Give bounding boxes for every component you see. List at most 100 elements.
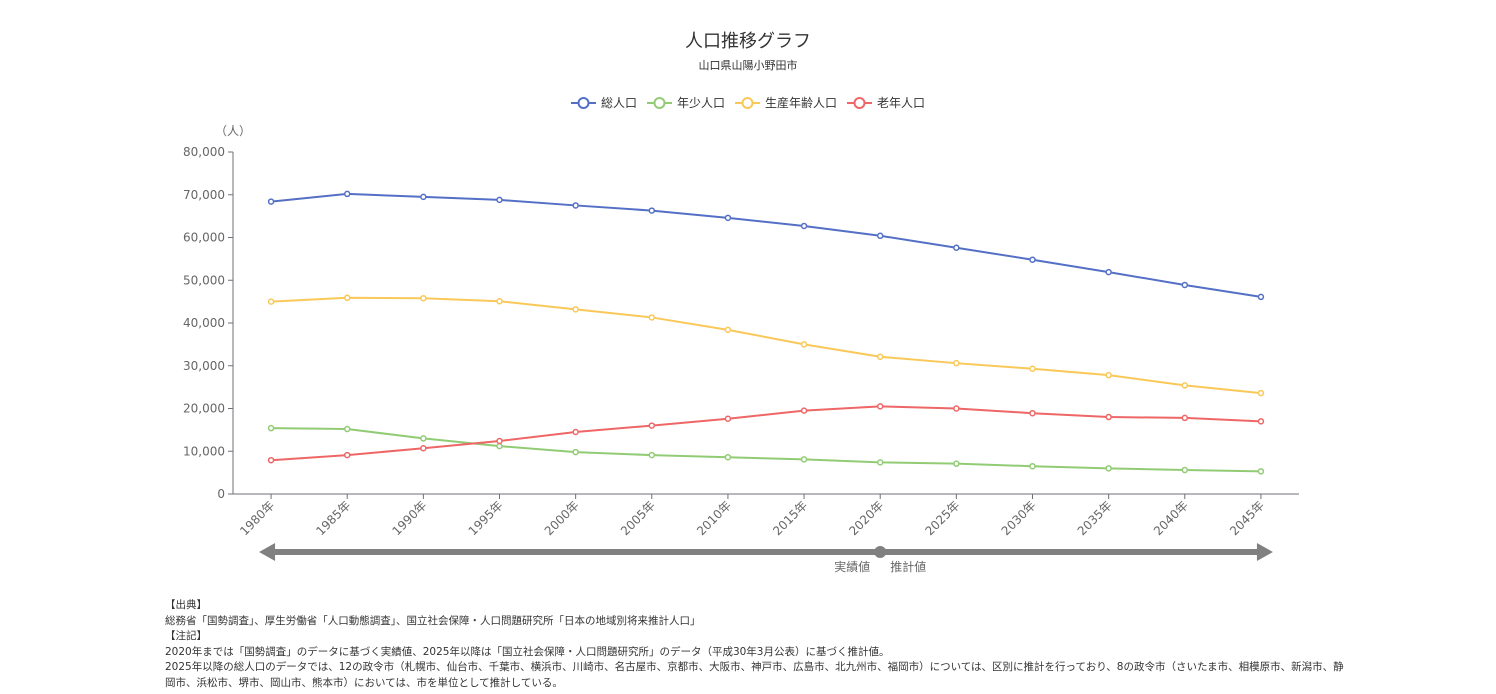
data-point	[1105, 413, 1112, 421]
data-point	[876, 459, 884, 466]
data-point	[1181, 281, 1189, 289]
series-line-1	[271, 427, 1261, 473]
y-axis: 0 10,000 20,000 30,000 40,000 50,000 60,000 70,…	[183, 145, 234, 501]
y-tick-label: 10,000	[183, 444, 225, 458]
x-tick-label: 2025年	[922, 498, 962, 538]
source-heading: 【出典】	[165, 599, 207, 611]
data-point	[496, 297, 503, 305]
notes-heading: 【注記】	[165, 630, 207, 642]
chart-subtitle: 山口県山陽小野田市	[699, 58, 798, 72]
data-point	[953, 405, 960, 412]
data-point	[343, 425, 351, 433]
data-point	[800, 222, 808, 230]
legend-label: 総人口	[601, 96, 637, 110]
x-tick-label: 2030年	[999, 498, 1039, 538]
data-point	[420, 193, 427, 201]
timeline-arrow-left	[259, 543, 276, 561]
series-line-3	[271, 405, 1261, 462]
data-point	[1029, 462, 1036, 470]
data-point	[648, 422, 656, 429]
forecast-value-label: 推計値	[890, 559, 926, 574]
data-point	[267, 298, 275, 305]
y-tick-label: 0	[217, 487, 225, 501]
data-point	[876, 353, 884, 361]
notes-section: 【出典】 総務省「国勢調査」、厚生労働省「人口動態調査」、国立社会保障・人口問題…	[165, 598, 1345, 691]
x-tick-label: 2000年	[542, 498, 582, 538]
data-point	[648, 451, 656, 459]
data-point	[876, 232, 884, 240]
x-tick-label: 1990年	[389, 498, 429, 538]
data-point	[572, 306, 579, 313]
data-point	[1257, 468, 1265, 475]
data-point	[267, 198, 275, 205]
data-point	[648, 207, 656, 214]
legend-swatch-marker	[853, 97, 866, 109]
chart-title: 人口推移グラフ	[685, 31, 811, 52]
y-tick-label: 80,000	[183, 145, 225, 159]
data-point	[800, 341, 808, 348]
data-point	[724, 415, 732, 423]
legend-item[interactable]: 老年人口	[847, 96, 925, 110]
source-text: 総務省「国勢調査」、厚生労働省「人口動態調査」、国立社会保障・人口問題研究所「日…	[165, 614, 701, 627]
legend-swatch-marker	[741, 97, 754, 109]
series-layer	[267, 190, 1265, 475]
timeline-arrow-right	[1256, 543, 1273, 561]
data-point	[1257, 418, 1265, 425]
data-point	[1181, 382, 1189, 389]
data-point	[572, 448, 579, 456]
data-point	[496, 442, 503, 450]
legend-swatch-marker	[577, 97, 590, 109]
data-point	[724, 453, 732, 461]
data-point	[1257, 389, 1265, 397]
x-axis: 1980年 1985年 1990年 1995年 2000年 2005年 2010年 2015年…	[233, 493, 1299, 538]
data-point	[343, 451, 351, 459]
data-point	[1105, 268, 1112, 276]
data-point	[648, 314, 656, 321]
data-point	[1029, 365, 1036, 372]
series-line-2	[271, 296, 1262, 395]
y-tick-label: 40,000	[183, 316, 225, 330]
note-2: 2025年以降の総人口のデータでは、12の政令市（札幌市、仙台市、千葉市、横浜市…	[165, 661, 1344, 689]
data-point	[496, 437, 503, 445]
data-point	[420, 294, 427, 302]
data-point	[800, 456, 808, 463]
data-point	[343, 190, 351, 198]
legend-item[interactable]: 生産年齢人口	[735, 95, 837, 110]
data-point	[1029, 409, 1036, 417]
data-point	[1181, 414, 1189, 422]
x-tick-label: 1995年	[466, 498, 506, 538]
data-point	[420, 435, 427, 442]
data-point	[572, 202, 579, 209]
x-tick-label: 2015年	[770, 498, 810, 538]
legend-item[interactable]: 総人口	[571, 96, 637, 110]
data-point	[267, 456, 275, 464]
data-point	[1105, 371, 1112, 379]
y-axis-unit: （人）	[215, 124, 251, 138]
series-line-0	[270, 192, 1262, 298]
data-point	[1257, 293, 1265, 301]
data-point	[420, 445, 427, 452]
x-tick-label: 2005年	[618, 498, 658, 538]
data-point	[953, 244, 960, 252]
data-point	[343, 294, 351, 302]
timeline-band: 実績値 推計値	[259, 543, 1273, 574]
y-tick-label: 70,000	[183, 188, 225, 202]
note-1: 2020年までは「国勢調査」のデータに基づく実績値、2025年以降は「国立社会保…	[165, 645, 890, 658]
data-point	[953, 460, 960, 467]
data-point	[496, 196, 503, 204]
x-tick-label: 2010年	[694, 498, 734, 538]
data-point	[1029, 256, 1036, 263]
y-tick-label: 50,000	[183, 273, 225, 287]
data-point	[800, 407, 808, 414]
y-tick-label: 20,000	[183, 402, 225, 416]
x-tick-label: 1980年	[237, 498, 277, 538]
legend[interactable]: 総人口 年少人口 生産年齢人口 老年人口	[571, 95, 925, 110]
legend-item[interactable]: 年少人口	[647, 96, 725, 110]
data-point	[724, 214, 732, 222]
data-point	[267, 424, 275, 432]
timeline-divider-dot	[874, 546, 887, 558]
actual-value-label: 実績値	[834, 559, 870, 574]
legend-swatch-marker	[653, 97, 666, 109]
legend-label: 年少人口	[677, 96, 725, 110]
